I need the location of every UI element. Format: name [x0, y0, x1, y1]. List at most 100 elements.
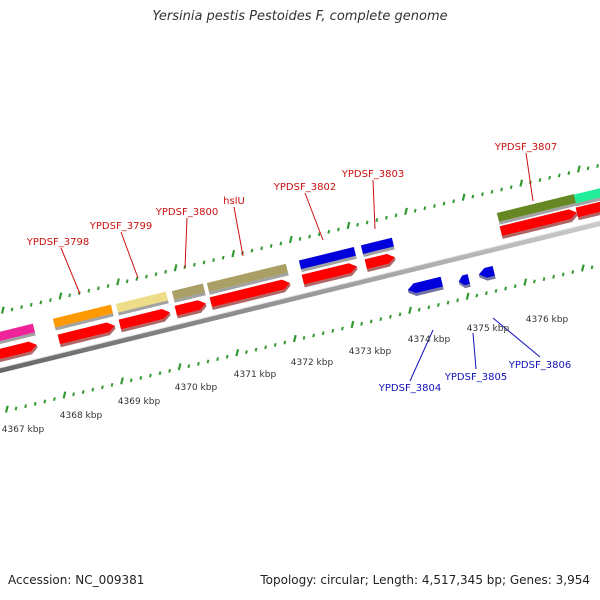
bottom-leader-3 [492, 317, 541, 358]
bottom-tick [331, 328, 335, 333]
top-tick [365, 220, 369, 225]
cds-arrow-6-body [301, 263, 357, 285]
bottom-tick [187, 364, 191, 369]
top-tick [308, 234, 312, 239]
genome-title: Yersinia pestis Pestoides F, complete ge… [152, 9, 448, 24]
gene-block-2-shadow [118, 300, 169, 316]
cds-arrow-2 [57, 322, 116, 348]
cds-arrow-2-body [57, 322, 115, 345]
gene-label-4: hslU [223, 196, 245, 207]
kbp-label-8: 4374 kbp [408, 335, 451, 345]
cds-arrow-1-body [0, 341, 37, 361]
bottom-gene-1-body [407, 276, 443, 294]
gene-block-3-shadow [174, 292, 206, 303]
top-tick [154, 272, 158, 277]
top-tick [509, 185, 513, 190]
bottom-tick [283, 340, 287, 345]
top-tick [29, 302, 33, 307]
bottom-tick [216, 357, 220, 362]
top-tick [548, 175, 552, 180]
top-tick [116, 278, 120, 286]
top-tick [0, 306, 5, 314]
bottom-tick [24, 404, 28, 409]
topology-text: Topology: circular; Length: 4,517,345 bp… [260, 573, 590, 587]
top-tick [49, 298, 52, 302]
bottom-tick [177, 363, 182, 371]
bottom-tick [465, 292, 470, 300]
top-tick [68, 293, 72, 298]
gene-features [0, 186, 600, 364]
bottom-tick [523, 278, 528, 286]
top-tick [385, 215, 388, 220]
bottom-tick [168, 368, 172, 373]
gene-label-7: YPDSF_3807 [494, 142, 557, 153]
bottom-tick [235, 349, 240, 357]
gene-label-2: YPDSF_3799 [89, 221, 152, 232]
magenta-feature-shadow [0, 332, 36, 346]
top-tick [269, 244, 273, 248]
teal-feature [573, 186, 600, 207]
bottom-leader-2 [472, 332, 477, 370]
top-tick [576, 165, 581, 173]
magenta-feature [0, 323, 36, 346]
gene-block-4 [206, 263, 289, 295]
bottom-tick [72, 392, 76, 397]
backbone-line [0, 220, 600, 374]
top-tick [519, 179, 524, 187]
gene-block-1-shadow [55, 313, 114, 331]
bottom-tick [62, 391, 67, 399]
cds-arrow-1-shadow [0, 344, 38, 364]
bottom-gene-3 [478, 266, 496, 281]
bottom-gene-label-1: YPDSF_3804 [378, 383, 441, 394]
gene-block-7-shadow [498, 202, 577, 225]
bottom-tick [494, 288, 498, 293]
cds-arrow-3-body [118, 309, 170, 330]
top-tick [221, 255, 225, 260]
gene-block-4-shadow [209, 272, 289, 295]
label-leader-lines [60, 152, 541, 382]
bottom-gene-1-shadow [407, 286, 444, 297]
top-tick [356, 222, 360, 227]
bottom-tick [417, 307, 421, 312]
bottom-tick [379, 317, 383, 322]
gene-label-5: YPDSF_3802 [273, 182, 336, 193]
teal-feature-body [573, 186, 600, 204]
cds-arrow-6-shadow [304, 266, 358, 288]
magenta-feature-body [0, 323, 36, 343]
kbp-label-3: 4369 kbp [118, 397, 161, 407]
top-tick-marks [0, 164, 600, 314]
top-tick [461, 193, 466, 201]
bottom-tick [33, 401, 37, 406]
gene-block-4-body [206, 263, 288, 292]
top-tick [375, 218, 379, 223]
bottom-tick [408, 306, 412, 315]
bottom-tick [158, 371, 162, 376]
gene-block-5 [298, 247, 357, 273]
top-tick [106, 284, 110, 288]
top-tick [596, 164, 600, 168]
top-tick [212, 258, 216, 263]
top-tick [58, 292, 63, 300]
gene-block-3-body [171, 283, 206, 300]
bottom-tick [513, 284, 517, 289]
bottom-tick [312, 333, 316, 338]
bottom-tick [245, 350, 248, 354]
kbp-label-6: 4372 kbp [291, 358, 334, 368]
bottom-tick [254, 347, 258, 352]
top-tick [394, 213, 398, 218]
cds-arrow-4-body [174, 300, 206, 316]
bottom-tick [571, 270, 575, 274]
gene-block-2 [115, 291, 169, 316]
bottom-tick [389, 314, 392, 319]
bottom-tick [580, 264, 585, 272]
gene-block-6-shadow [363, 246, 395, 257]
cds-arrow-4-shadow [177, 303, 207, 319]
top-tick [250, 248, 254, 253]
bottom-tick [101, 385, 104, 390]
kbp-label-1: 4367 kbp [2, 425, 45, 435]
gene-block-6 [360, 237, 395, 257]
top-tick [125, 279, 129, 284]
cds-arrow-5 [209, 279, 291, 310]
top-leader-1 [60, 247, 81, 295]
